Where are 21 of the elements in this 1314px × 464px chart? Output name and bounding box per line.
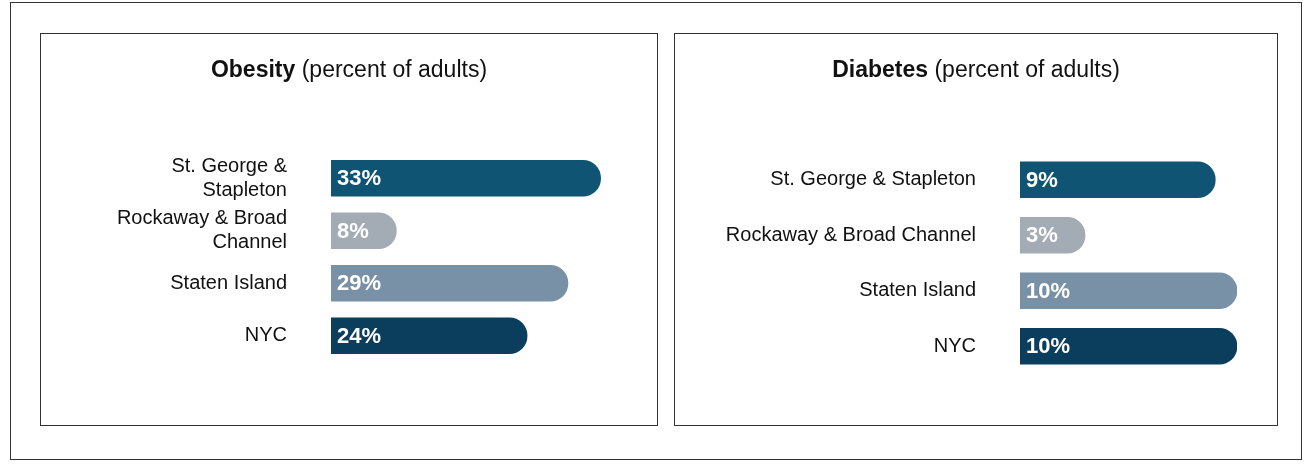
- y-tick-label: Rockaway & Broad Channel: [725, 222, 976, 245]
- chart-title: Obesity (percent of adults): [209, 56, 489, 83]
- y-tick-label: St. George & Stapleton: [171, 153, 288, 200]
- y-tick-label: Staten Island: [170, 270, 287, 293]
- y-tick-label: St. George & Stapleton: [770, 167, 976, 190]
- y-tick-label: Rockaway & Broad Channel: [116, 206, 287, 253]
- y-tick-label: NYC: [244, 323, 287, 346]
- data-label: 29%: [337, 270, 382, 296]
- data-label: 24%: [337, 322, 382, 348]
- data-label: 8%: [337, 217, 369, 243]
- data-label: 9%: [1026, 166, 1058, 192]
- data-label: 3%: [1026, 222, 1058, 248]
- bar: [331, 159, 601, 197]
- bar: [331, 317, 528, 355]
- bar: [331, 264, 569, 302]
- data-label: 10%: [1026, 277, 1071, 303]
- data-label: 10%: [1026, 333, 1071, 359]
- data-label: 33%: [337, 165, 382, 191]
- y-tick-label: NYC: [933, 333, 976, 356]
- chart-title: Diabetes (percent of adults): [831, 56, 1121, 83]
- y-tick-label: Staten Island: [859, 278, 976, 301]
